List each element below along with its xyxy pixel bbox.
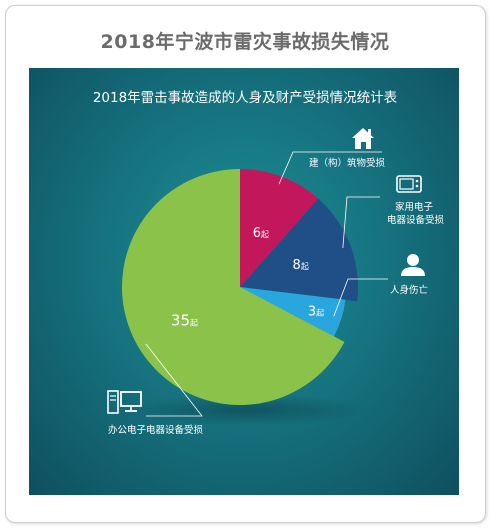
pie-slice-building	[240, 169, 319, 287]
value-label-casualty: 3起	[308, 305, 324, 320]
pie-slice-office-equipment	[122, 169, 345, 405]
pie-slice-household-appliance	[240, 198, 358, 302]
leader-line-office-equipment	[145, 343, 203, 417]
value-label-household-appliance: 8起	[293, 258, 309, 273]
leader-line-household-appliance	[342, 196, 380, 249]
person-icon	[401, 254, 425, 276]
pie-shadow	[128, 394, 368, 426]
pie-slice-casualty	[240, 287, 346, 337]
microwave-icon	[396, 175, 422, 193]
computer-icon	[107, 390, 142, 414]
house-icon	[352, 128, 374, 149]
category-label-building: 建（构）筑物受损	[309, 157, 386, 169]
value-label-building: 6起	[253, 226, 269, 241]
category-label-household-line1: 家用电子	[395, 201, 434, 213]
leader-line-casualty	[333, 278, 388, 317]
chart-title: 2018年雷击事故造成的人身及财产受损情况统计表	[92, 90, 398, 106]
category-label-office: 办公电子电器设备受损	[108, 424, 204, 436]
value-label-office-equipment: 35起	[171, 312, 198, 330]
card-title: 2018年宁波市雷灾事故损失情况	[100, 31, 390, 53]
category-label-casualty: 人身伤亡	[390, 284, 428, 296]
leader-line-building	[278, 151, 382, 185]
category-label-household-line2: 电器设备受损	[387, 214, 445, 226]
